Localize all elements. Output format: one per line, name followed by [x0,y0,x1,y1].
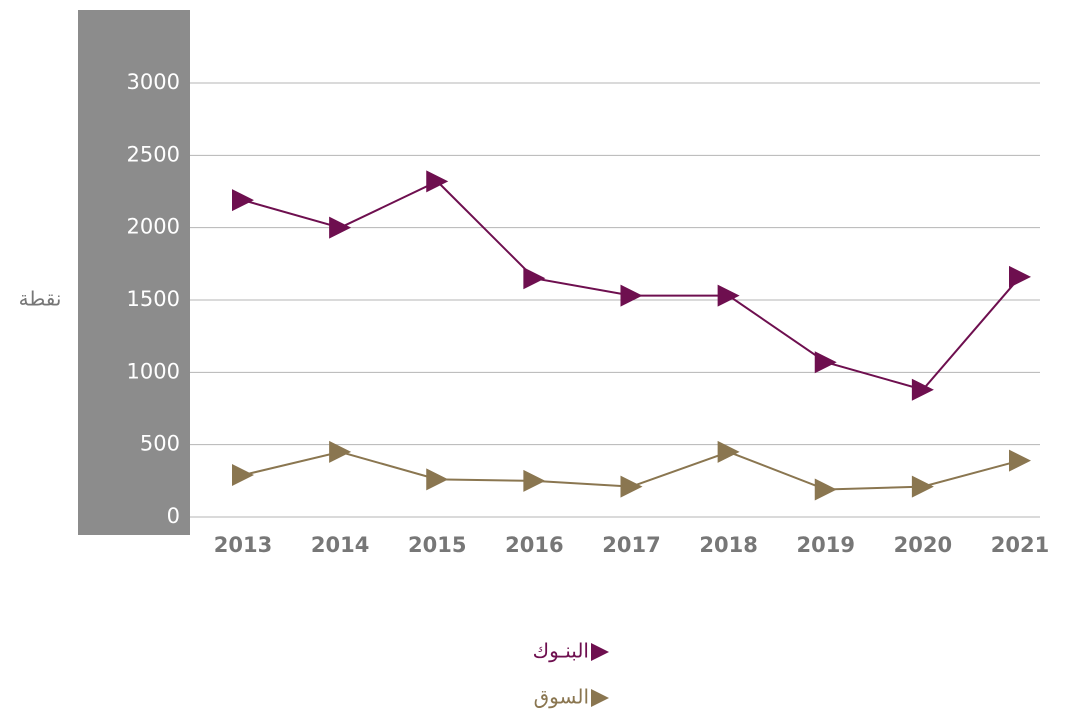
legend-label: السوق [534,685,589,709]
point-marker [620,475,643,498]
x-tick-label: 2014 [311,533,369,557]
point-marker [329,440,352,463]
point-marker [620,284,643,307]
x-tick-label: 2021 [991,533,1049,557]
y-tick-label: 2000 [127,215,180,239]
x-tick-label: 2017 [602,533,660,557]
x-tick-label: 2015 [408,533,466,557]
point-marker [717,440,740,463]
point-marker [232,464,254,487]
point-marker [426,170,449,193]
legend-marker [591,689,609,707]
y-tick-label: 2500 [127,142,180,166]
point-marker [911,378,934,401]
y-tick-label: 0 [167,504,180,528]
point-marker [911,475,934,498]
legend-label: البنـوك [533,639,589,663]
y-axis-label: نقطة [19,287,62,311]
y-tick-label: 500 [140,432,180,456]
x-tick-label: 2013 [214,533,272,557]
point-marker [232,189,254,212]
x-tick-label: 2020 [894,533,952,557]
x-tick-label: 2019 [797,533,855,557]
x-tick-label: 2016 [505,533,563,557]
point-marker [426,468,449,491]
y-tick-label: 3000 [127,70,180,94]
point-marker [814,351,837,374]
legend-marker [591,643,609,661]
point-marker [1009,265,1031,288]
point-marker [814,478,837,501]
y-tick-label: 1000 [127,359,180,383]
series-line [242,180,1021,391]
y-tick-label: 1500 [127,287,180,311]
point-marker [1009,449,1031,472]
point-marker [329,216,352,239]
point-marker [717,284,740,307]
y-axis-band [78,10,190,535]
x-tick-label: 2018 [699,533,757,557]
point-marker [523,267,546,290]
point-marker [523,469,546,492]
